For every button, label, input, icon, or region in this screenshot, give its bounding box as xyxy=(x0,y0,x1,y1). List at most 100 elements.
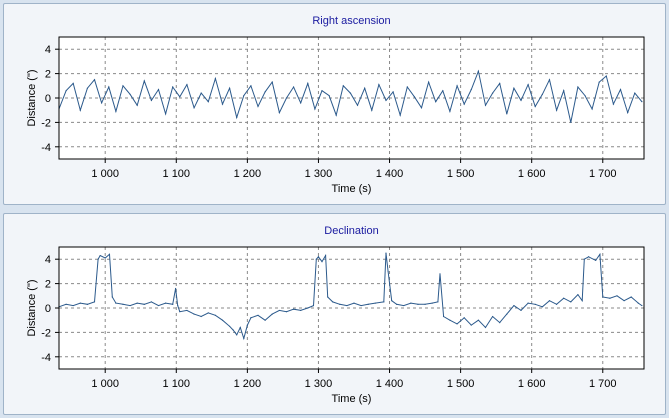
data-point xyxy=(300,102,302,104)
y-tick-label: 4 xyxy=(45,44,51,56)
data-point xyxy=(193,107,195,109)
data-point xyxy=(406,86,408,88)
x-axis-label: Time (s) xyxy=(332,393,372,405)
data-point xyxy=(228,325,231,327)
data-point xyxy=(527,302,529,304)
data-point xyxy=(339,303,341,305)
data-point xyxy=(165,113,167,115)
data-point xyxy=(491,92,494,94)
data-point xyxy=(278,112,280,114)
right-ascension-panel: Right ascension 1 000 1 100 1 200 1 300 1 400… xyxy=(3,3,666,205)
data-point xyxy=(591,108,593,110)
x-tick-label: 1 300 xyxy=(305,378,333,390)
data-point xyxy=(513,304,515,307)
data-point xyxy=(499,82,501,84)
data-point xyxy=(214,77,216,80)
data-point xyxy=(150,301,153,303)
data-point xyxy=(292,308,295,310)
data-point xyxy=(257,314,259,316)
data-point xyxy=(577,86,579,88)
x-tick-label: 1 400 xyxy=(376,168,404,180)
data-point xyxy=(172,86,174,88)
data-point xyxy=(491,315,494,318)
data-point xyxy=(371,109,373,111)
y-tick-label: 0 xyxy=(45,93,51,105)
data-point xyxy=(221,103,224,105)
data-point xyxy=(367,303,369,305)
data-point xyxy=(424,303,426,305)
data-point xyxy=(605,75,607,77)
data-point xyxy=(403,304,405,307)
data-point xyxy=(97,258,99,260)
data-point xyxy=(634,92,636,94)
data-point xyxy=(637,302,639,304)
data-point xyxy=(449,110,451,113)
data-point xyxy=(499,322,501,324)
x-tick-label: 1 700 xyxy=(589,378,617,390)
data-point xyxy=(428,81,430,83)
data-point xyxy=(143,303,145,305)
data-point xyxy=(111,296,113,298)
data-point xyxy=(285,311,288,313)
data-point xyxy=(349,92,352,94)
data-point xyxy=(65,303,67,305)
data-point xyxy=(484,326,487,329)
data-point xyxy=(108,253,111,255)
data-point xyxy=(623,300,625,302)
data-point xyxy=(143,80,145,82)
data-point xyxy=(136,302,138,304)
data-point xyxy=(587,256,590,258)
data-point xyxy=(65,90,67,92)
data-point xyxy=(555,109,558,111)
data-point xyxy=(207,312,209,314)
y-tick-label: 0 xyxy=(45,303,51,315)
data-point xyxy=(122,85,124,87)
series-points xyxy=(58,252,643,340)
data-point xyxy=(300,309,302,312)
data-point xyxy=(250,317,252,319)
y-tick-label: 4 xyxy=(45,254,51,266)
data-point xyxy=(72,304,74,307)
data-point xyxy=(378,83,380,86)
data-point xyxy=(324,254,327,257)
data-point xyxy=(157,88,160,91)
data-point xyxy=(317,256,320,258)
data-point xyxy=(246,324,248,326)
data-point xyxy=(555,303,558,305)
data-point xyxy=(387,270,389,272)
data-point xyxy=(335,114,337,116)
right-ascension-chart: Right ascension 1 000 1 100 1 200 1 300 1 400… xyxy=(26,15,645,195)
data-point xyxy=(470,88,472,91)
data-point xyxy=(563,90,565,92)
data-point xyxy=(599,253,601,255)
data-point xyxy=(307,82,309,84)
data-point xyxy=(463,317,465,319)
data-point xyxy=(641,101,643,103)
data-point xyxy=(79,109,81,111)
data-point xyxy=(612,103,615,105)
x-tick-label: 1 600 xyxy=(518,168,546,180)
data-point xyxy=(484,104,487,106)
data-point xyxy=(548,300,551,302)
data-point xyxy=(99,254,101,257)
data-point xyxy=(527,83,529,86)
data-point xyxy=(104,257,106,259)
x-tick-label: 1 000 xyxy=(91,168,119,180)
data-point xyxy=(321,90,323,92)
data-point xyxy=(129,93,131,95)
x-tick-label: 1 400 xyxy=(376,378,404,390)
data-point xyxy=(396,303,398,305)
data-point xyxy=(136,104,138,106)
data-point xyxy=(470,324,472,326)
data-point xyxy=(236,116,238,119)
grid xyxy=(59,37,644,159)
data-point xyxy=(463,103,465,105)
x-tick-label: 1 000 xyxy=(91,378,119,390)
data-point xyxy=(548,79,551,81)
data-point xyxy=(456,323,458,325)
data-point xyxy=(72,82,74,84)
data-point xyxy=(221,319,224,321)
data-point xyxy=(570,121,572,123)
data-point xyxy=(86,303,89,305)
data-point xyxy=(616,295,618,297)
